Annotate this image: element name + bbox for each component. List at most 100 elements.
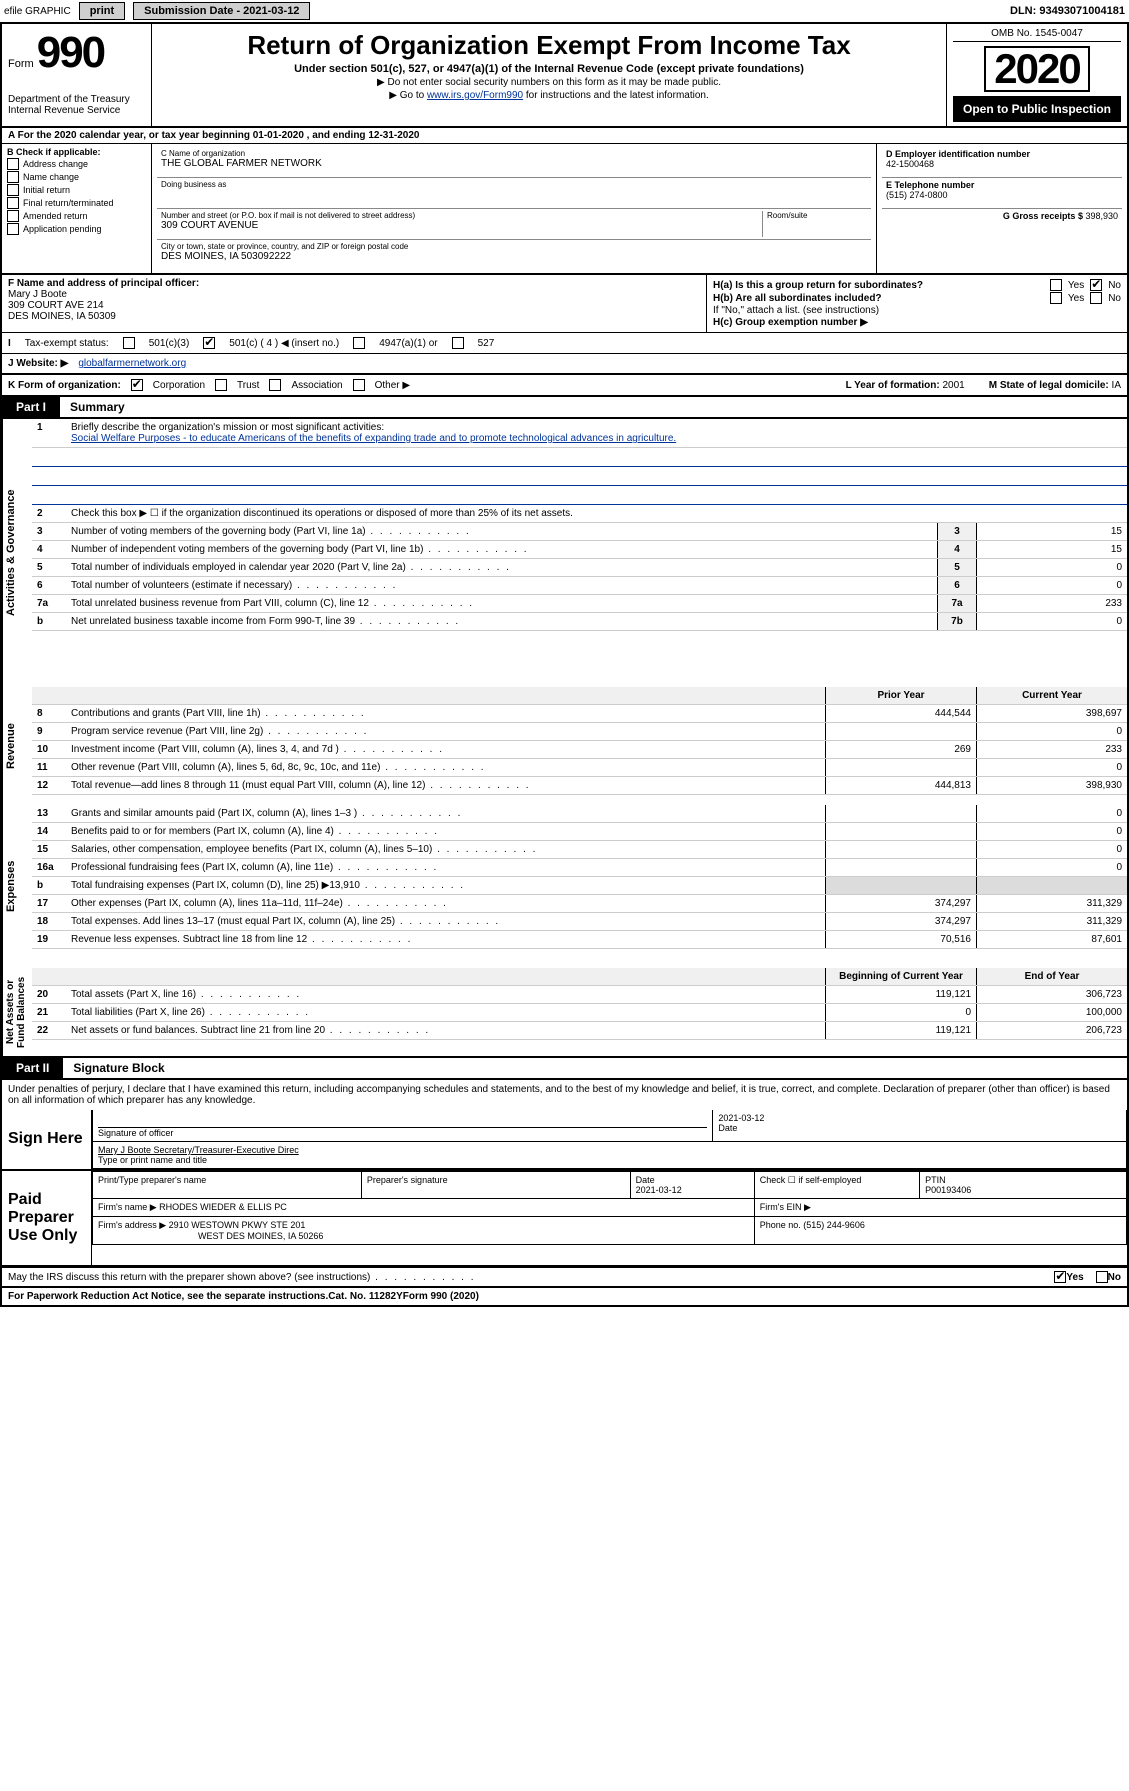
cb-address-change[interactable]: Address change [7,158,146,170]
ein-label: D Employer identification number [886,149,1118,159]
mission-text: Social Welfare Purposes - to educate Ame… [71,433,676,444]
discuss-yes: Yes [1066,1272,1083,1283]
ha-yes-box[interactable] [1050,279,1062,291]
officer-addr2: DES MOINES, IA 50309 [8,311,116,322]
check-self[interactable]: Check ☐ if self-employed [754,1172,919,1199]
table-row: 20Total assets (Part X, line 16)119,1213… [32,986,1127,1004]
room-label: Room/suite [767,211,867,220]
org-info: C Name of organization THE GLOBAL FARMER… [152,144,877,273]
table-row: 9Program service revenue (Part VIII, lin… [32,723,1127,741]
table-row: 14Benefits paid to or for members (Part … [32,823,1127,841]
table-row: 5Total number of individuals employed in… [32,559,1127,577]
cb-4947[interactable] [353,337,365,349]
cb-association[interactable] [269,379,281,391]
cb-527[interactable] [452,337,464,349]
public-inspection: Open to Public Inspection [953,96,1121,122]
paid-preparer-label: Paid Preparer Use Only [2,1171,92,1265]
discuss-text: May the IRS discuss this return with the… [8,1272,476,1283]
gross-value: 398,930 [1085,211,1118,221]
street-label: Number and street (or P.O. box if mail i… [161,211,762,220]
discuss-no-box[interactable] [1096,1271,1108,1283]
table-row: 11Other revenue (Part VIII, column (A), … [32,759,1127,777]
dept-label: Department of the Treasury Internal Reve… [8,94,145,116]
hc-line: H(c) Group exemption number ▶ [713,317,1121,328]
city-label: City or town, state or province, country… [161,242,867,251]
state-domicile: IA [1112,380,1121,391]
table-row: 21Total liabilities (Part X, line 26)010… [32,1004,1127,1022]
cb-other[interactable] [353,379,365,391]
vlabel-net: Net Assets or Fund Balances [2,968,32,1056]
form-number-block: Form 990 Department of the Treasury Inte… [2,24,152,126]
paid-preparer-block: Paid Preparer Use Only Print/Type prepar… [0,1171,1129,1267]
form-header: Form 990 Department of the Treasury Inte… [0,24,1129,128]
subtitle: Under section 501(c), 527, or 4947(a)(1)… [158,63,940,75]
hb-note: If "No," attach a list. (see instruction… [713,305,1121,316]
table-row: 7aTotal unrelated business revenue from … [32,595,1127,613]
note2-post: for instructions and the latest informat… [526,90,709,101]
table-row: 8Contributions and grants (Part VIII, li… [32,705,1127,723]
f-label: F Name and address of principal officer: [8,278,199,289]
bottom-bar: For Paperwork Reduction Act Notice, see … [0,1288,1129,1307]
sig-date: 2021-03-12 [718,1113,764,1123]
firm-addr1: 2910 WESTOWN PKWY STE 201 [169,1220,306,1230]
prep-sig-label: Preparer's signature [361,1172,630,1199]
hb-yes-box[interactable] [1050,292,1062,304]
table-row: 10Investment income (Part VIII, column (… [32,741,1127,759]
ha-line: H(a) Is this a group return for subordin… [713,279,1121,291]
phone-value: (515) 274-0800 [886,190,1118,200]
pra-notice: For Paperwork Reduction Act Notice, see … [8,1291,328,1302]
part1-header: Part I Summary [0,397,1129,419]
k-label: K Form of organization: [8,380,121,391]
hb-label: H(b) Are all subordinates included? [713,293,882,304]
table-row: 4Number of independent voting members of… [32,541,1127,559]
table-row: 13Grants and similar amounts paid (Part … [32,805,1127,823]
part2-header: Part II Signature Block [0,1058,1129,1080]
city-state-zip: DES MOINES, IA 503092222 [161,251,867,262]
ptin-label: PTIN [925,1175,946,1185]
phone-label: E Telephone number [886,180,1118,190]
table-row: 6Total number of volunteers (estimate if… [32,577,1127,595]
discuss-yes-box[interactable] [1054,1271,1066,1283]
page-title: Return of Organization Exempt From Incom… [158,30,940,61]
cb-501c3[interactable] [123,337,135,349]
revenue-table: Prior YearCurrent Year 8Contributions an… [32,687,1127,795]
governance-table: 1 Briefly describe the organization's mi… [32,419,1127,631]
m-label: M State of legal domicile: [989,380,1112,391]
efile-label: efile GRAPHIC [4,6,71,17]
cb-pending[interactable]: Application pending [7,223,146,235]
part2-tab: Part II [2,1058,63,1078]
sign-here-block: Sign Here Signature of officer 2021-03-1… [0,1110,1129,1171]
cb-final-return[interactable]: Final return/terminated [7,197,146,209]
c-name-label: C Name of organization [161,149,867,158]
table-row: 3Number of voting members of the governi… [32,523,1127,541]
cb-name-change[interactable]: Name change [7,171,146,183]
ein-value: 42-1500468 [886,159,1118,169]
vlabel-governance: Activities & Governance [2,419,32,687]
part1-body: Activities & Governance 1 Briefly descri… [0,419,1129,1058]
firm-phone-label: Phone no. [760,1220,804,1230]
form-footer: Form 990 (2020) [403,1291,479,1302]
cb-trust[interactable] [215,379,227,391]
cb-initial-return[interactable]: Initial return [7,184,146,196]
irs-link[interactable]: www.irs.gov/Form990 [427,90,523,101]
firm-name: RHODES WIEDER & ELLIS PC [159,1202,287,1212]
top-bar: efile GRAPHIC print Submission Date - 20… [0,0,1129,24]
note2: Go to www.irs.gov/Form990 for instructio… [158,90,940,101]
cb-amended[interactable]: Amended return [7,210,146,222]
print-button[interactable]: print [79,2,125,20]
vlabel-revenue: Revenue [2,687,32,805]
tax-status-label: Tax-exempt status: [25,338,109,349]
hb-line: H(b) Are all subordinates included? Yes … [713,292,1121,304]
l-label: L Year of formation: [846,380,943,391]
col-end: End of Year [977,968,1128,986]
sign-here-label: Sign Here [2,1110,92,1169]
col-prior: Prior Year [826,687,977,705]
cb-corporation[interactable] [131,379,143,391]
website-link[interactable]: globalfarmernetwork.org [78,358,186,369]
ha-no-box[interactable] [1090,279,1102,291]
prep-date-label: Date [636,1175,655,1185]
l2-text: Check this box ▶ ☐ if the organization d… [66,505,1127,523]
cb-501c[interactable] [203,337,215,349]
hb-no-box[interactable] [1090,292,1102,304]
right-block: OMB No. 1545-0047 2020 Open to Public In… [947,24,1127,126]
